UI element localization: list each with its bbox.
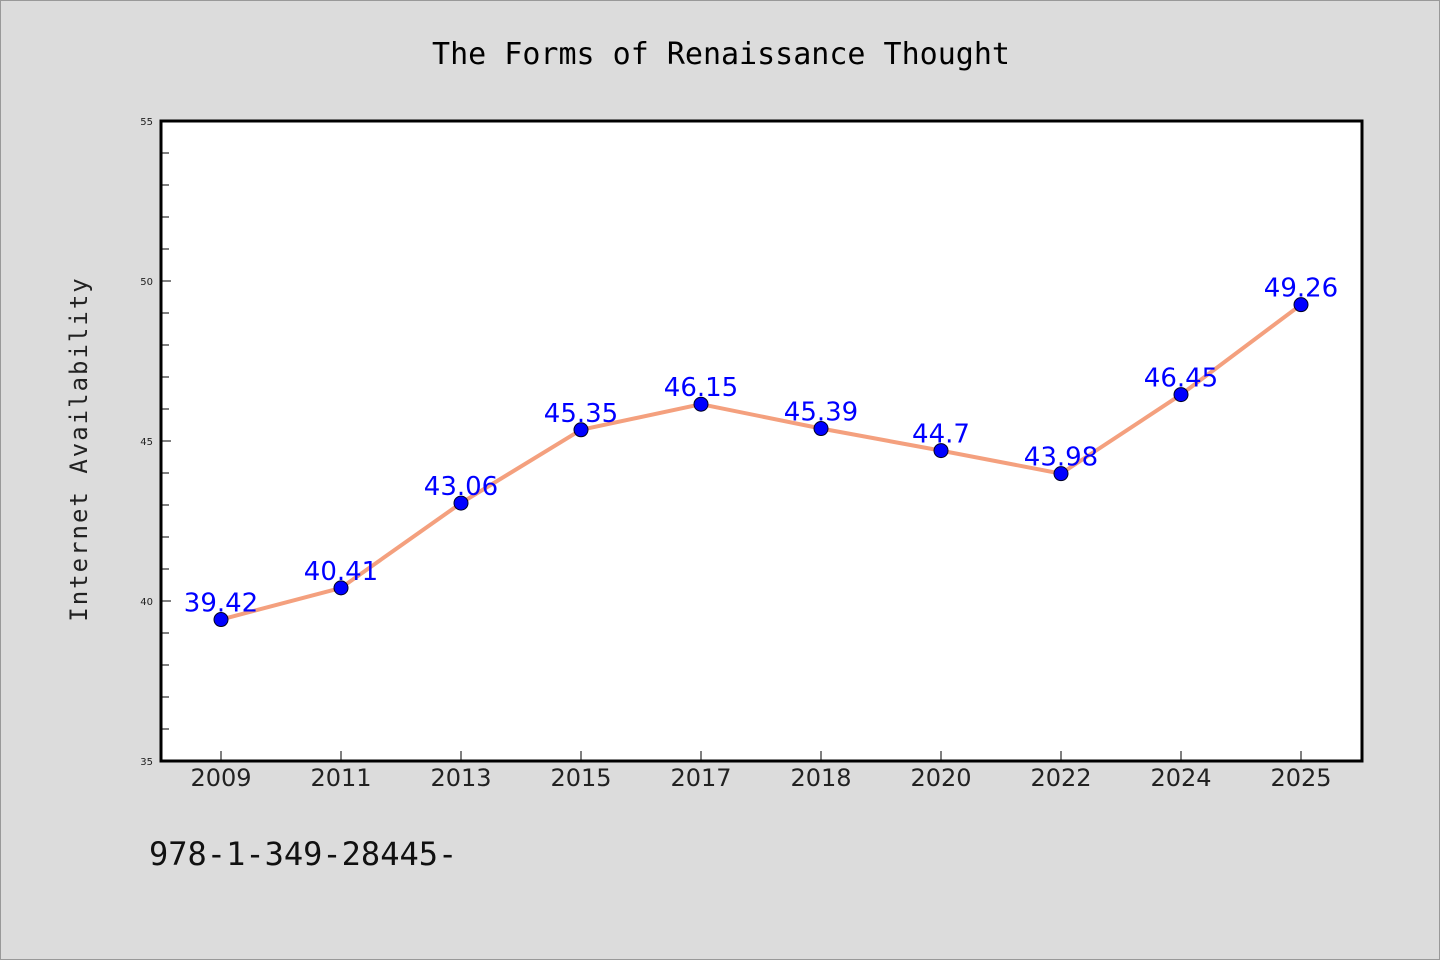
y-tick-label: 45 — [140, 437, 153, 448]
chart-title: The Forms of Renaissance Thought — [432, 37, 1010, 72]
plot-area — [161, 121, 1362, 761]
data-label: 43.98 — [1024, 443, 1098, 473]
x-tick-label: 2015 — [550, 764, 611, 792]
footer-code: 978-1-349-28445- — [149, 835, 457, 873]
data-point — [693, 396, 709, 412]
series-line — [219, 302, 1303, 622]
x-tick-label: 2025 — [1270, 764, 1331, 792]
y-tick-label: 55 — [140, 117, 153, 128]
x-axis: 2009 2011 2013 2015 2017 2018 2020 2022 2024 2025 — [190, 751, 1332, 792]
data-label: 46.15 — [664, 373, 738, 403]
data-point — [933, 443, 949, 459]
x-tick-label: 2011 — [310, 764, 371, 792]
data-point — [573, 422, 589, 438]
data-point — [453, 495, 469, 511]
data-point — [1173, 387, 1189, 403]
data-label: 45.35 — [544, 399, 618, 429]
data-label: 40.41 — [304, 557, 378, 587]
y-axis-label: Internet Availability — [65, 276, 93, 621]
data-point — [1293, 297, 1309, 313]
plot-frame — [159, 119, 1364, 763]
series-layer — [213, 297, 1309, 628]
y-tick-label: 50 — [140, 277, 153, 288]
data-label: 49.26 — [1264, 274, 1338, 304]
x-tick-label: 2020 — [910, 764, 971, 792]
data-label: 43.06 — [424, 472, 498, 502]
x-tick-label: 2022 — [1030, 764, 1091, 792]
data-point — [813, 421, 829, 437]
data-point — [213, 612, 229, 628]
x-tick-label: 2017 — [670, 764, 731, 792]
x-tick-label: 2013 — [430, 764, 491, 792]
y-tick-label: 40 — [140, 597, 153, 608]
x-tick-label: 2024 — [1150, 764, 1211, 792]
data-label: 46.45 — [1144, 364, 1218, 394]
data-point — [1053, 466, 1069, 482]
data-point — [333, 580, 349, 596]
data-label: 39.42 — [184, 589, 258, 619]
data-labels: 39.42 40.41 43.06 45.35 46.15 45.39 44.7 43.98 4… — [184, 274, 1338, 619]
x-tick-label: 2018 — [790, 764, 851, 792]
x-tick-label: 2009 — [190, 764, 251, 792]
data-label: 45.39 — [784, 398, 858, 428]
data-label: 44.7 — [912, 420, 970, 450]
y-tick-label: 35 — [140, 757, 153, 768]
